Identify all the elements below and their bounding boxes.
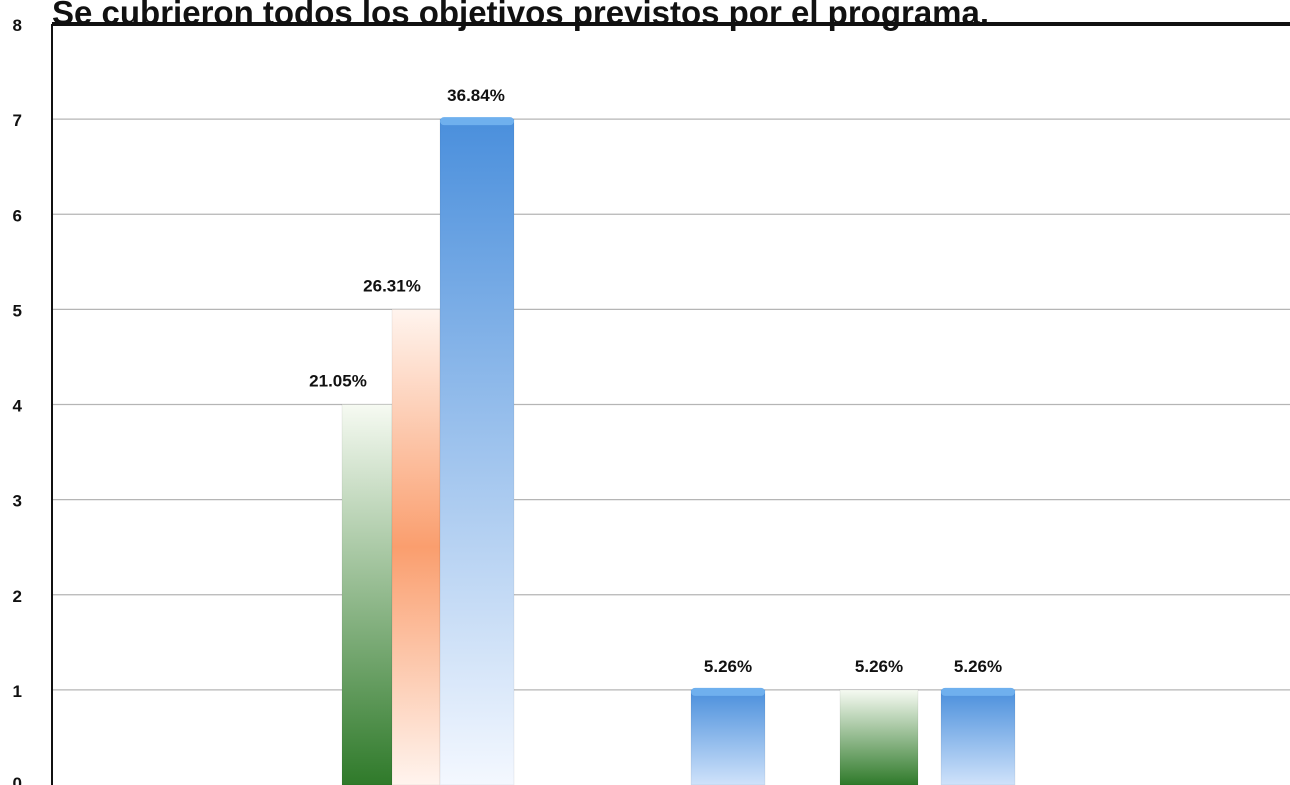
bar-3-cap: [440, 117, 514, 126]
bar-4-cap: [691, 687, 765, 696]
chart-title: Se cubrieron todos los objetivos previst…: [52, 0, 989, 31]
bar-3: [439, 118, 515, 785]
y-tick-label: 0: [13, 774, 22, 785]
y-tick-label: 3: [13, 492, 22, 511]
bars: [341, 117, 1016, 785]
y-tick-label: 8: [13, 16, 22, 35]
data-label-2: 26.31%: [363, 276, 421, 295]
y-tick-label: 4: [13, 397, 23, 416]
y-tick-label: 5: [13, 301, 22, 320]
y-tick-label: 1: [13, 682, 22, 701]
data-label-5: 5.26%: [855, 657, 903, 676]
data-label-1: 21.05%: [309, 372, 367, 391]
y-tick-label: 6: [13, 206, 22, 225]
data-label-6: 5.26%: [954, 657, 1002, 676]
data-label-3: 36.84%: [447, 86, 505, 105]
y-axis-ticks: 0 1 2 3 4 5 6 7 8: [13, 16, 23, 785]
bar-1: [341, 404, 393, 785]
bar-2: [391, 308, 441, 785]
y-tick-label: 7: [13, 111, 22, 130]
bar-6: [940, 689, 1016, 785]
y-tick-label: 2: [13, 587, 22, 606]
bar-5: [839, 689, 919, 785]
gridlines: [52, 118, 1290, 691]
bar-4: [690, 689, 766, 785]
data-labels: 21.05% 26.31% 36.84% 5.26% 5.26% 5.26%: [309, 86, 1002, 676]
bar-6-cap: [941, 687, 1015, 696]
data-label-4: 5.26%: [704, 657, 752, 676]
